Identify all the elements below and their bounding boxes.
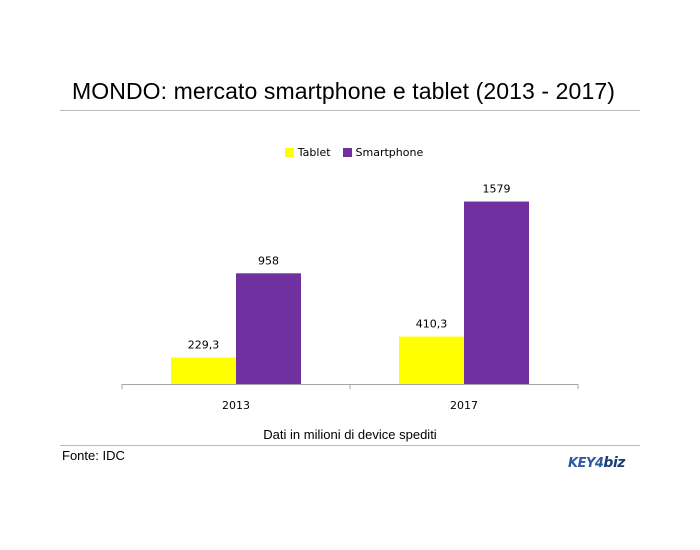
bar-tablet-2013 xyxy=(171,357,236,384)
bar-tablet-2017 xyxy=(399,336,464,384)
bar-smartphone-2013 xyxy=(236,273,301,384)
logo-part-key4: KEY4 xyxy=(568,456,604,471)
logo-part-biz: biz xyxy=(603,455,625,471)
chart-note: Dati in milioni di device spediti xyxy=(263,427,437,442)
legend-item-smartphone: Smartphone xyxy=(342,146,424,159)
legend-swatch-smartphone xyxy=(342,148,352,157)
data-label-smartphone-2017: 1579 xyxy=(483,183,511,196)
bar-chart: 229,3 958 2013 410,3 1579 2017 xyxy=(121,183,579,412)
footer-divider xyxy=(60,445,640,446)
legend-label-tablet: Tablet xyxy=(297,146,331,159)
data-label-tablet-2013: 229,3 xyxy=(188,339,220,352)
data-label-tablet-2017: 410,3 xyxy=(416,318,448,331)
chart-title: MONDO: mercato smartphone e tablet (2013… xyxy=(72,78,615,104)
data-label-smartphone-2013: 958 xyxy=(258,254,279,267)
chart-legend: Tablet Smartphone xyxy=(0,146,700,159)
bar-smartphone-2017 xyxy=(464,201,529,384)
title-divider xyxy=(60,110,640,111)
key4biz-logo: KEY4biz xyxy=(568,455,625,471)
legend-label-smartphone: Smartphone xyxy=(355,146,424,159)
x-tick-label-2013: 2013 xyxy=(222,399,250,412)
source-text: Fonte: IDC xyxy=(62,448,125,463)
legend-item-tablet: Tablet xyxy=(284,146,331,159)
legend-swatch-tablet xyxy=(284,148,294,157)
x-tick-label-2017: 2017 xyxy=(450,399,478,412)
